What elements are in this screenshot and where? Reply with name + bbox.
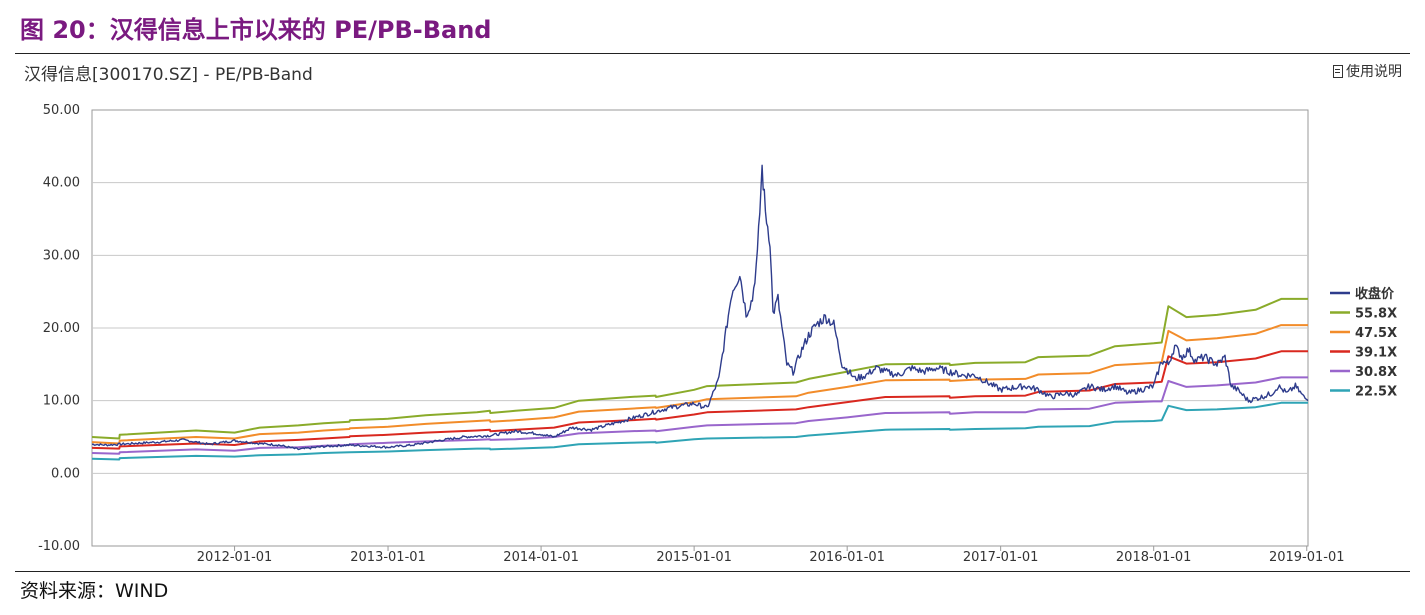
x-tick-label: 2013-01-01 <box>350 550 426 565</box>
y-tick-label: 50.00 <box>43 103 80 118</box>
x-tick-label: 2018-01-01 <box>1116 550 1192 565</box>
series-line-55.8X <box>91 297 1308 440</box>
bottom-rule <box>15 571 1410 572</box>
series-line-22.5X <box>91 401 1308 461</box>
top-rule <box>15 53 1410 54</box>
legend-label: 收盘价 <box>1355 286 1395 302</box>
x-tick-label: 2015-01-01 <box>656 550 732 565</box>
x-tick-label: 2019-01-01 <box>1269 550 1345 565</box>
figure-title: 图 20：汉得信息上市以来的 PE/PB-Band <box>20 16 492 44</box>
help-button[interactable]: 使用说明 <box>1333 61 1402 81</box>
series-line-30.8X <box>91 376 1308 455</box>
source-note: 资料来源：WIND <box>20 580 169 602</box>
y-tick-label: -10.00 <box>38 539 80 554</box>
help-label: 使用说明 <box>1346 64 1402 80</box>
legend-label: 30.8X <box>1355 365 1397 380</box>
y-axis: 50.00 40.00 30.00 20.00 10.00 0.00 -10.00 <box>38 103 80 554</box>
y-tick-label: 10.00 <box>43 394 80 409</box>
y-tick-label: 40.00 <box>43 176 80 191</box>
y-tick-label: 20.00 <box>43 321 80 336</box>
x-tick-label: 2016-01-01 <box>809 550 885 565</box>
series-line-收盘价 <box>91 164 1309 451</box>
y-tick-label: 30.00 <box>43 248 80 263</box>
series-line-47.5X <box>91 324 1308 445</box>
legend-label: 55.8X <box>1355 307 1397 322</box>
legend-label: 47.5X <box>1355 326 1397 341</box>
x-tick-label: 2017-01-01 <box>963 550 1039 565</box>
legend-label: 22.5X <box>1355 385 1397 400</box>
legend-label: 39.1X <box>1355 346 1397 361</box>
x-tick-label: 2014-01-01 <box>503 550 579 565</box>
x-tick-label: 2012-01-01 <box>197 550 273 565</box>
y-tick-label: 0.00 <box>51 466 80 481</box>
legend: 收盘价 55.8X 47.5X 39.1X 30.8X 22.5X <box>1330 286 1397 400</box>
chart-title: 汉得信息[300170.SZ] - PE/PB-Band <box>24 65 313 85</box>
x-axis: 2012-01-01 2013-01-01 2014-01-01 2015-01-01… <box>197 546 1345 565</box>
document-icon <box>1333 64 1343 78</box>
series-lines <box>91 164 1309 461</box>
